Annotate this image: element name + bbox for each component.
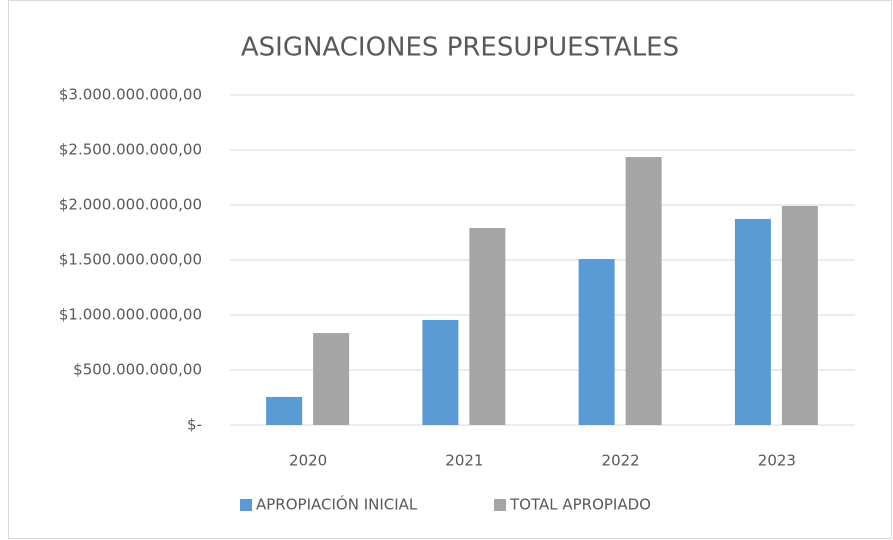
x-tick-label: 2023 (758, 452, 796, 470)
bar (781, 205, 818, 425)
bar (313, 333, 350, 425)
legend-label: TOTAL APROPIADO (509, 496, 651, 514)
y-tick-label: $1.500.000.000,00 (59, 251, 202, 269)
x-tick-label: 2022 (602, 452, 640, 470)
y-tick-label: $- (187, 416, 202, 434)
y-tick-label: $2.000.000.000,00 (59, 196, 202, 214)
x-tick-label: 2021 (445, 452, 483, 470)
bar (266, 396, 303, 425)
bar (578, 259, 615, 425)
y-tick-label: $500.000.000,00 (73, 361, 202, 379)
bar (625, 157, 662, 426)
bar (422, 319, 459, 425)
bar (734, 218, 771, 425)
y-tick-label: $3.000.000.000,00 (59, 86, 202, 104)
x-tick-label: 2020 (289, 452, 327, 470)
legend-swatch (240, 499, 252, 511)
bar (469, 227, 506, 425)
legend-swatch (494, 499, 506, 511)
chart-title: ASIGNACIONES PRESUPUESTALES (241, 33, 679, 63)
legend-label: APROPIACIÓN INICIAL (256, 495, 418, 514)
y-tick-label: $1.000.000.000,00 (59, 306, 202, 324)
y-tick-label: $2.500.000.000,00 (59, 141, 202, 159)
